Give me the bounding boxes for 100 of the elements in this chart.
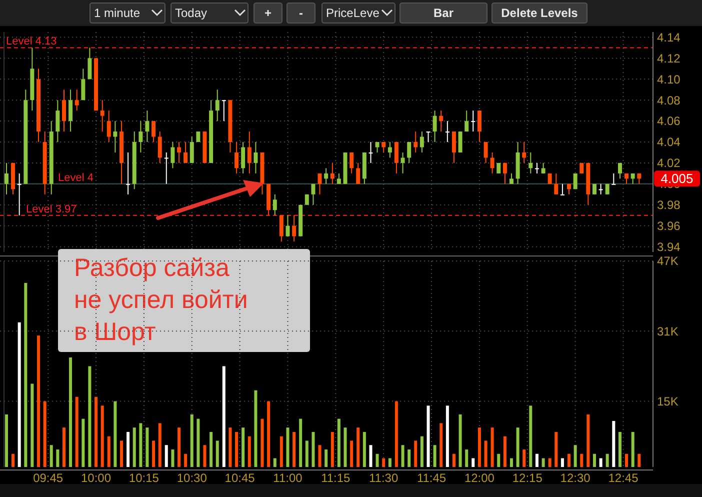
text: 4.005 (660, 171, 694, 186)
candlestick (81, 68, 86, 101)
candlestick (215, 89, 220, 122)
candlestick (382, 142, 386, 153)
candlestick (177, 142, 182, 164)
bar (465, 449, 468, 467)
bar (228, 428, 232, 467)
bar (420, 436, 424, 467)
bar (286, 428, 290, 467)
candlestick (4, 162, 8, 195)
candlestick (394, 142, 398, 174)
bar (478, 428, 481, 467)
text: PriceLeve (326, 6, 380, 20)
candlestick (254, 142, 258, 174)
candlestick (247, 131, 252, 174)
bar (625, 454, 628, 467)
bar (535, 454, 538, 467)
bar (337, 418, 340, 467)
bar (184, 454, 188, 467)
annotation: Разбор сайза не успел войти в Шорт (74, 254, 248, 346)
candlestick (164, 152, 168, 184)
candlestick (126, 152, 130, 195)
candlestick (445, 120, 450, 142)
bar (324, 449, 328, 467)
candlestick (541, 162, 546, 174)
bar (408, 449, 411, 467)
candlestick (272, 194, 277, 216)
y-tick-label: 31K (657, 324, 678, 338)
candlestick (407, 142, 412, 164)
bar (75, 396, 78, 467)
bar (433, 445, 436, 467)
bar (592, 454, 596, 467)
bar (376, 454, 379, 467)
bar (350, 440, 354, 467)
bar (510, 458, 513, 467)
candlestick (388, 142, 392, 158)
bar (452, 454, 456, 467)
candlestick (484, 142, 488, 164)
x-tick-label: 12:15 (512, 471, 543, 485)
candlestick (509, 172, 514, 184)
bar (30, 384, 34, 467)
bar (88, 366, 92, 467)
bar (107, 436, 110, 467)
candlestick (330, 162, 334, 184)
candlestick (502, 162, 507, 184)
bar (50, 445, 53, 467)
text: + (264, 6, 272, 20)
candlestick (432, 110, 437, 142)
candlestick (106, 110, 111, 142)
bar (440, 423, 443, 467)
text: Bar (433, 6, 454, 20)
bar (548, 458, 552, 467)
bar (210, 432, 213, 467)
candlestick (439, 110, 444, 132)
bar (139, 423, 142, 467)
candlestick (477, 110, 482, 142)
candlestick (17, 172, 22, 216)
candlestick (286, 214, 290, 237)
candlestick (113, 120, 118, 153)
bar (4, 414, 8, 467)
candlestick (68, 89, 73, 132)
candlestick (598, 183, 603, 195)
x-tick-label: 10:30 (176, 471, 208, 485)
y-tick-label: 3.94 (657, 240, 681, 254)
bar (132, 428, 136, 467)
bar (37, 336, 40, 467)
bar (388, 458, 392, 467)
bar (273, 458, 276, 467)
candlestick (375, 142, 380, 153)
text: Delete Levels (501, 6, 578, 20)
bar (529, 406, 532, 467)
candlestick (458, 131, 462, 153)
bar (401, 445, 404, 467)
bar (280, 436, 283, 467)
candlestick (471, 110, 476, 132)
bar (580, 454, 584, 467)
candlestick (554, 172, 558, 195)
bar (599, 458, 602, 467)
bar (299, 418, 302, 467)
x-tick-label: 12:45 (608, 471, 639, 485)
bar (586, 414, 590, 467)
candlestick (420, 131, 424, 153)
x-tick-label: 11:00 (273, 471, 303, 485)
candlestick (350, 152, 354, 174)
candlestick (464, 110, 469, 132)
bar (56, 449, 60, 467)
bar (382, 458, 386, 467)
bar (12, 454, 15, 467)
bar (242, 428, 245, 467)
x-tick-label: 11:45 (416, 471, 446, 485)
bar (82, 418, 85, 467)
bar (503, 436, 506, 467)
candlestick (190, 136, 194, 164)
bar (394, 401, 398, 467)
candlestick (400, 152, 405, 174)
candlestick (184, 142, 188, 164)
candlestick (170, 142, 175, 169)
y-tick-label: 4.10 (657, 72, 681, 86)
bar (203, 445, 206, 467)
bar (305, 440, 308, 467)
